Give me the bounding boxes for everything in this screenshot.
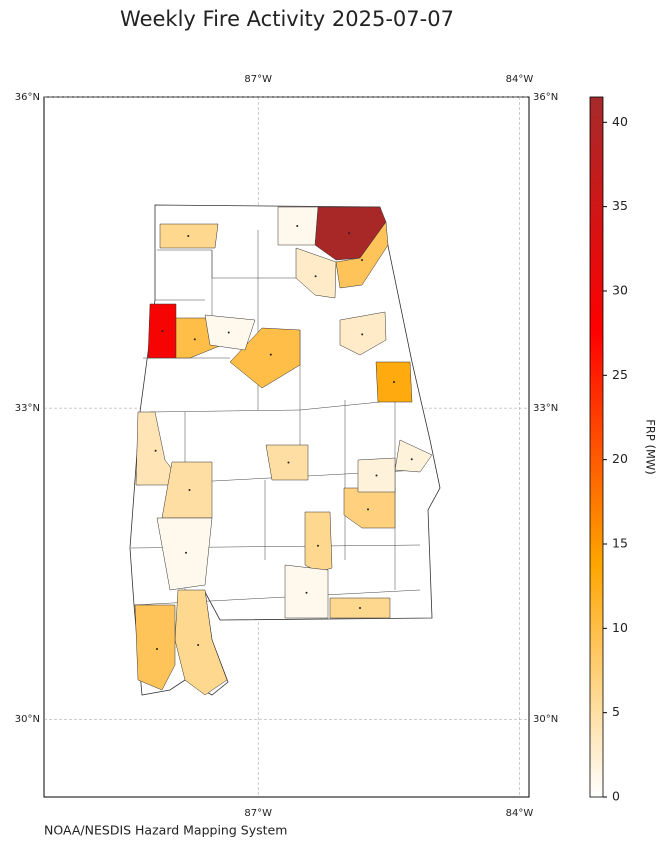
colorbar-tick-label: 0 — [612, 789, 620, 804]
county — [304, 511, 333, 573]
county — [394, 439, 433, 473]
county — [265, 444, 309, 481]
colorbar-tick-label: 30 — [612, 282, 628, 297]
fire-point — [156, 648, 158, 650]
y-tick-label: 36°N — [533, 92, 558, 103]
county — [335, 221, 389, 289]
fire-point — [348, 232, 351, 235]
fire-point — [154, 449, 157, 452]
fire-point — [317, 544, 319, 547]
colorbar-tick-label: 20 — [612, 451, 628, 466]
fire-point — [296, 225, 299, 227]
fire-point — [188, 489, 191, 491]
fire-point — [361, 333, 364, 336]
county — [174, 589, 228, 696]
x-tick-label: 87°W — [244, 74, 272, 85]
colorbar-tick-label: 5 — [612, 704, 620, 719]
y-tick-label: 33°N — [533, 403, 558, 414]
source-note: NOAA/NESDIS Hazard Mapping System — [44, 823, 287, 838]
y-tick-label: 30°N — [533, 714, 558, 725]
colorbar-label: FRP (MW) — [644, 419, 658, 474]
county — [204, 314, 256, 351]
x-tick-label: 87°W — [244, 808, 272, 819]
fire-point — [410, 458, 413, 461]
colorbar — [589, 96, 604, 798]
fire-point — [359, 607, 361, 609]
fire-point — [287, 461, 290, 464]
fire-point — [185, 551, 187, 554]
fire-point — [269, 353, 272, 356]
fire-point — [393, 381, 395, 383]
county — [295, 247, 337, 299]
county — [339, 311, 387, 356]
title: Weekly Fire Activity 2025-07-07 — [120, 7, 454, 31]
y-tick-label: 36°N — [15, 92, 40, 103]
fire-point — [197, 644, 200, 646]
y-tick-label: 33°N — [15, 403, 40, 414]
colorbar-tick-label: 40 — [612, 114, 628, 129]
x-tick-label: 84°W — [506, 74, 534, 85]
county — [156, 517, 213, 591]
fire-point — [227, 331, 230, 334]
fire-point — [305, 591, 308, 594]
colorbar-tick-label: 25 — [612, 367, 628, 382]
county — [284, 564, 329, 619]
fire-point — [314, 275, 317, 278]
fire-point — [193, 338, 196, 341]
fire-point — [187, 235, 190, 237]
fire-point — [375, 474, 378, 477]
y-tick-label: 30°N — [15, 714, 40, 725]
x-tick-label: 84°W — [506, 808, 534, 819]
fire-point — [161, 330, 164, 332]
county — [134, 604, 176, 691]
fire-point — [367, 508, 369, 511]
colorbar-tick-label: 15 — [612, 535, 628, 550]
fire-point — [361, 259, 363, 261]
colorbar-tick-label: 10 — [612, 620, 628, 635]
county — [229, 327, 301, 389]
colorbar-tick-label: 35 — [612, 198, 628, 213]
